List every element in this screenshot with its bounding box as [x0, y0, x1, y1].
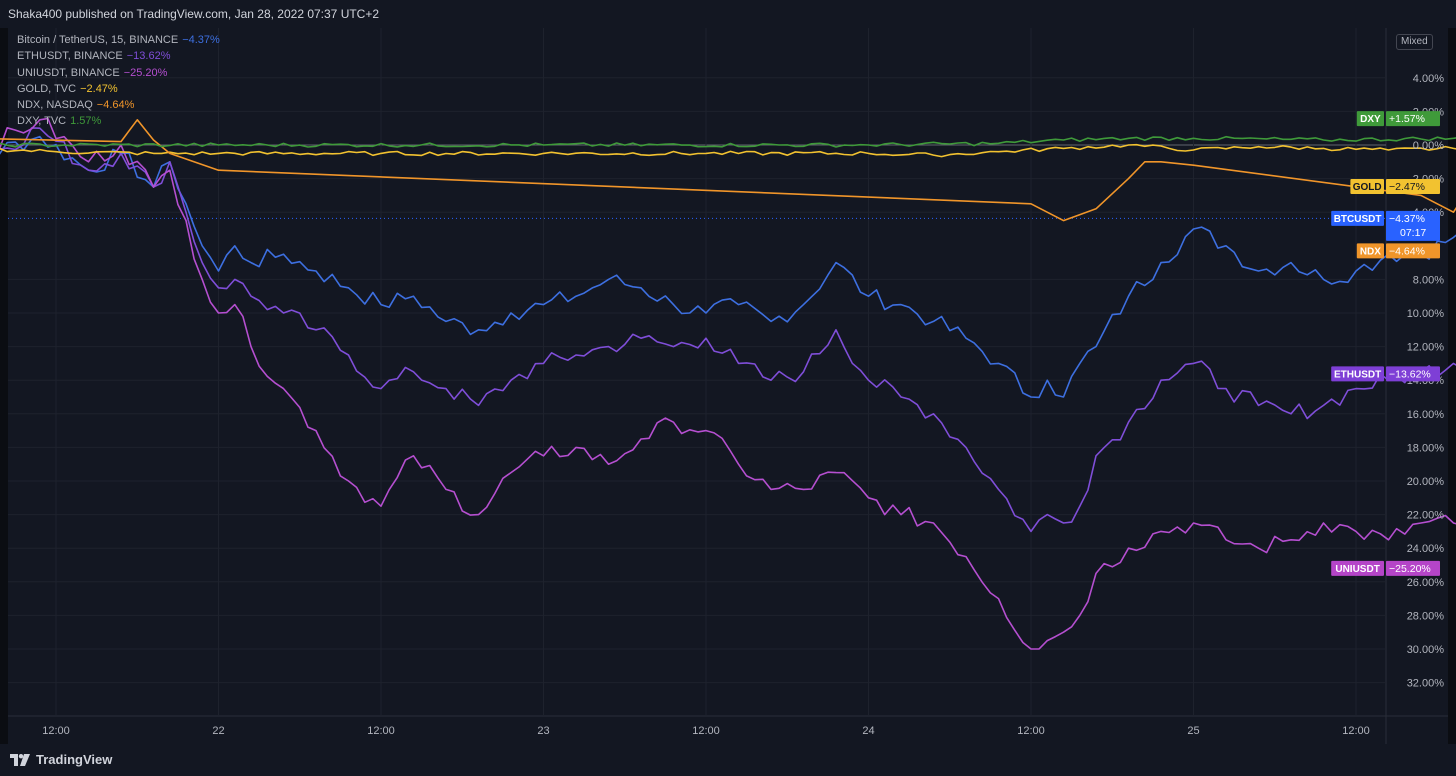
y-tick-label: 26.00% — [1407, 577, 1445, 589]
y-tick-label: 20.00% — [1407, 476, 1445, 488]
y-tick-label: 8.00% — [1413, 274, 1444, 286]
price-tag-btcusdt: BTCUSDT −4.37% 07:17 — [1331, 210, 1440, 241]
legend-row-ndx[interactable]: NDX, NASDAQ −4.64% — [17, 97, 220, 113]
x-tick-label: 12:00 — [42, 725, 70, 737]
series-line-gold — [0, 143, 1456, 158]
price-tag-symbol-bg — [1331, 366, 1384, 382]
price-tag-symbol: GOLD — [1353, 182, 1382, 193]
price-tag-value: −4.37% — [1389, 213, 1425, 225]
price-tag-gold: GOLD −2.47% — [1350, 178, 1440, 194]
chart-legend: Bitcoin / TetherUS, 15, BINANCE −4.37% ET… — [17, 32, 220, 130]
series-line-dxy — [0, 135, 1456, 148]
price-tag-value-bg — [1386, 178, 1440, 194]
y-tick-label: 32.00% — [1407, 678, 1445, 690]
price-tag-value-bg — [1386, 243, 1440, 259]
legend-change: −4.64% — [96, 99, 135, 112]
price-tag-symbol: ETHUSDT — [1334, 369, 1381, 380]
series-line-uniusdt — [0, 117, 1456, 650]
price-tag-value: −13.62% — [1389, 368, 1431, 380]
tradingview-logo-icon — [10, 753, 30, 766]
legend-label: Bitcoin / TetherUS, 15, BINANCE — [17, 34, 179, 46]
grid-lines — [8, 28, 1448, 744]
legend-row-dxy[interactable]: DXY, TVC 1.57% — [17, 113, 220, 129]
x-tick-label: 12:00 — [367, 725, 395, 737]
legend-row-gold[interactable]: GOLD, TVC −2.47% — [17, 81, 220, 97]
x-tick-label: 23 — [537, 725, 549, 737]
y-tick-label: 12.00% — [1407, 342, 1445, 354]
series-lines — [0, 117, 1456, 650]
legend-change: 1.57% — [70, 115, 102, 128]
price-tag-value-bg — [1386, 366, 1440, 382]
y-tick-label: 22.00% — [1407, 510, 1445, 522]
x-tick-label: 12:00 — [692, 725, 720, 737]
price-tag-symbol-bg — [1350, 178, 1384, 194]
y-tick-label: 30.00% — [1407, 644, 1445, 656]
legend-change: −4.37% — [182, 34, 220, 46]
price-tag-symbol: NDX — [1360, 246, 1381, 257]
legend-change: −13.62% — [126, 50, 171, 63]
y-tick-label: 28.00% — [1407, 610, 1445, 622]
price-tag-uniusdt: UNIUSDT −25.20% — [1331, 560, 1440, 576]
legend-label: GOLD, TVC — [17, 82, 77, 95]
legend-row-btc[interactable]: Bitcoin / TetherUS, 15, BINANCE −4.37% — [17, 32, 220, 48]
y-tick-label: 10.00% — [1407, 308, 1445, 320]
price-tag-ethusdt: ETHUSDT −13.62% — [1331, 366, 1440, 382]
legend-change: −2.47% — [80, 82, 118, 95]
price-tag-symbol-bg — [1356, 243, 1384, 259]
legend-row-uni[interactable]: UNIUSDT, BINANCE −25.20% — [17, 65, 220, 81]
price-tag-symbol-bg — [1331, 560, 1384, 576]
x-tick-label: 25 — [1187, 725, 1199, 737]
price-tag-ndx: NDX −4.64% — [1356, 243, 1440, 259]
y-tick-label: 24.00% — [1407, 543, 1445, 555]
brand-name: TradingView — [36, 752, 113, 767]
price-tag-symbol: BTCUSDT — [1334, 214, 1382, 225]
price-tag-value: −4.64% — [1389, 245, 1425, 257]
tradingview-logo[interactable]: TradingView — [10, 752, 112, 767]
series-line-ethusdt — [0, 127, 1456, 533]
price-tag-value-bg — [1386, 210, 1440, 241]
x-tick-label: 24 — [862, 725, 874, 737]
legend-change: −25.20% — [123, 66, 168, 79]
y-tick-label: 0.00% — [1413, 140, 1444, 152]
price-tag-value: +1.57% — [1389, 113, 1425, 125]
price-tag-value-bg — [1386, 560, 1440, 576]
x-tick-label: 22 — [212, 725, 224, 737]
legend-label: NDX, NASDAQ — [17, 99, 93, 112]
series-line-btcusdt — [0, 135, 1456, 399]
price-tag-dxy: DXY +1.57% — [1356, 111, 1440, 127]
legend-label: DXY, TVC — [17, 115, 67, 128]
price-tag-value-bg — [1386, 111, 1440, 127]
y-tick-label: 18.00% — [1407, 442, 1445, 454]
x-tick-label: 12:00 — [1342, 725, 1370, 737]
time-axis[interactable]: 12:002212:002312:002412:002512:002612:00… — [42, 725, 1456, 737]
price-tag-countdown: 07:17 — [1400, 227, 1426, 239]
scale-mode-button[interactable]: Mixed — [1396, 34, 1433, 50]
price-tag-symbol: UNIUSDT — [1335, 564, 1379, 575]
price-tag-symbol-bg — [1331, 210, 1384, 226]
price-tag-value: −2.47% — [1389, 181, 1425, 193]
legend-label: UNIUSDT, BINANCE — [17, 66, 120, 79]
series-line-ndx — [0, 119, 1456, 222]
legend-row-eth[interactable]: ETHUSDT, BINANCE −13.62% — [17, 48, 220, 64]
footer-bar: TradingView — [0, 744, 1456, 776]
price-tag-symbol-bg — [1356, 111, 1384, 127]
price-tag-symbol: DXY — [1360, 114, 1381, 125]
publish-header: Shaka400 published on TradingView.com, J… — [0, 0, 1456, 28]
legend-label: ETHUSDT, BINANCE — [17, 50, 123, 63]
price-tags: DXY +1.57% GOLD −2.47% BTCUSDT −4.37% 07:17 NDX… — [1331, 111, 1440, 576]
x-tick-label: 12:00 — [1017, 725, 1045, 737]
publish-info: Shaka400 published on TradingView.com, J… — [8, 7, 380, 21]
price-tag-value: −25.20% — [1389, 563, 1431, 575]
y-tick-label: 4.00% — [1413, 73, 1444, 85]
y-tick-label: 16.00% — [1407, 409, 1445, 421]
